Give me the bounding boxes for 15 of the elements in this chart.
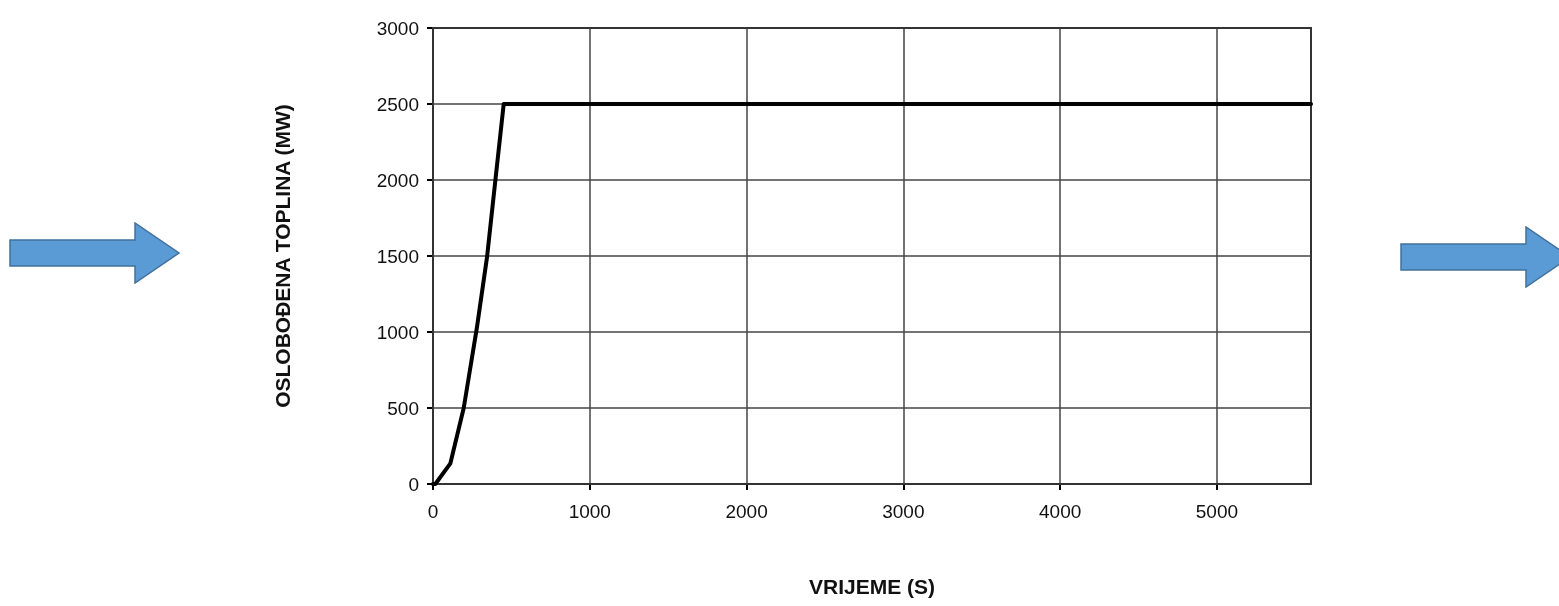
x-tick-label: 1000	[568, 501, 611, 522]
x-axis-title: VRIJEME (S)	[808, 575, 936, 598]
y-axis-title: OSLOBOĐENA TOPLINA (MW)	[271, 104, 294, 408]
x-tick-label: 3000	[882, 501, 925, 522]
y-tick-label: 1500	[376, 245, 419, 267]
y-tick-label: 2000	[376, 169, 419, 191]
x-tick-label: 0	[427, 501, 439, 522]
x-tick-label: 2000	[725, 501, 768, 522]
y-tick-label: 0	[408, 473, 419, 495]
y-tick-label: 2500	[376, 93, 419, 115]
y-tick-label: 1000	[376, 321, 419, 343]
y-tick-label: 500	[387, 397, 419, 419]
x-tick-label: 4000	[1039, 501, 1082, 522]
x-tick-label: 5000	[1195, 501, 1239, 522]
y-tick-label: 3000	[376, 17, 419, 39]
